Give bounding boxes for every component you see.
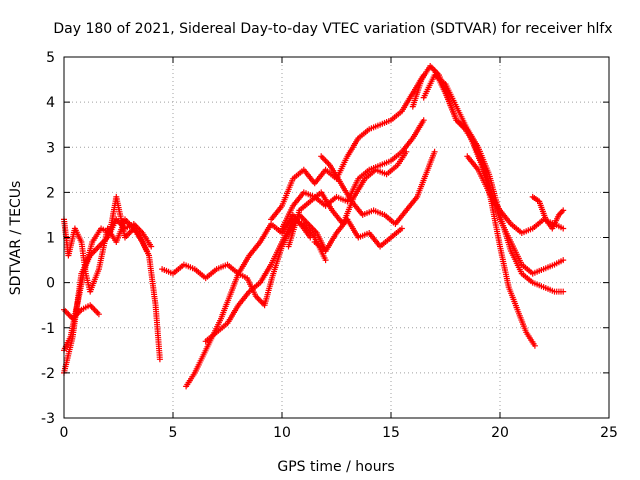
y-tick-label: 2 [46,185,55,201]
x-tick-label: 0 [60,425,69,441]
series-arc-12 [311,216,405,254]
data-point [156,356,163,363]
series-arc-17 [529,193,567,232]
series-arc-14 [420,72,567,295]
data-point [403,148,410,155]
data-point [560,257,567,264]
data-point [420,117,427,124]
y-tick-label: 1 [46,231,55,247]
series-arc-13 [409,63,538,349]
y-tick-label: 5 [46,50,55,66]
data-point [560,225,567,232]
grid-lines [64,57,609,418]
x-axis-label: GPS time / hours [277,459,394,475]
x-tick-label: 20 [491,425,509,441]
y-tick-label: -2 [41,366,55,382]
axis-ticks: 0 5 10 15 20 25 -3 -2 -1 0 1 2 3 4 5 [41,50,618,441]
series-arc-6 [183,211,329,390]
y-axis-label: SDTVAR / TECUs [8,181,24,296]
data-point [398,225,405,232]
series-arc-11 [318,148,438,227]
data-point [143,248,150,254]
series-arc-4 [61,302,102,322]
data-point [95,311,102,318]
y-tick-label: 4 [46,95,55,111]
y-tick-label: -1 [41,321,55,337]
data-point [431,148,438,155]
data-point [322,257,329,264]
series-arc-1 [61,193,163,363]
x-tick-label: 10 [273,425,291,441]
data-point [560,288,567,295]
series-arc-8 [268,72,427,223]
data-point [560,207,567,214]
series-arc-3 [61,216,150,295]
series-trace [63,218,152,374]
chart-title: Day 180 of 2021, Sidereal Day-to-day VTE… [53,21,612,37]
x-tick-label: 25 [600,425,618,441]
data-point [148,243,155,250]
x-tick-label: 15 [382,425,400,441]
series-arc-15 [431,67,567,277]
data-series [61,63,567,390]
x-tick-label: 5 [169,425,178,441]
y-tick-label: 3 [46,140,55,156]
y-tick-label: 0 [46,276,55,292]
series-trace [185,214,327,387]
y-tick-label: -3 [41,411,55,427]
series-arc-10 [285,148,410,250]
data-point [531,342,538,349]
